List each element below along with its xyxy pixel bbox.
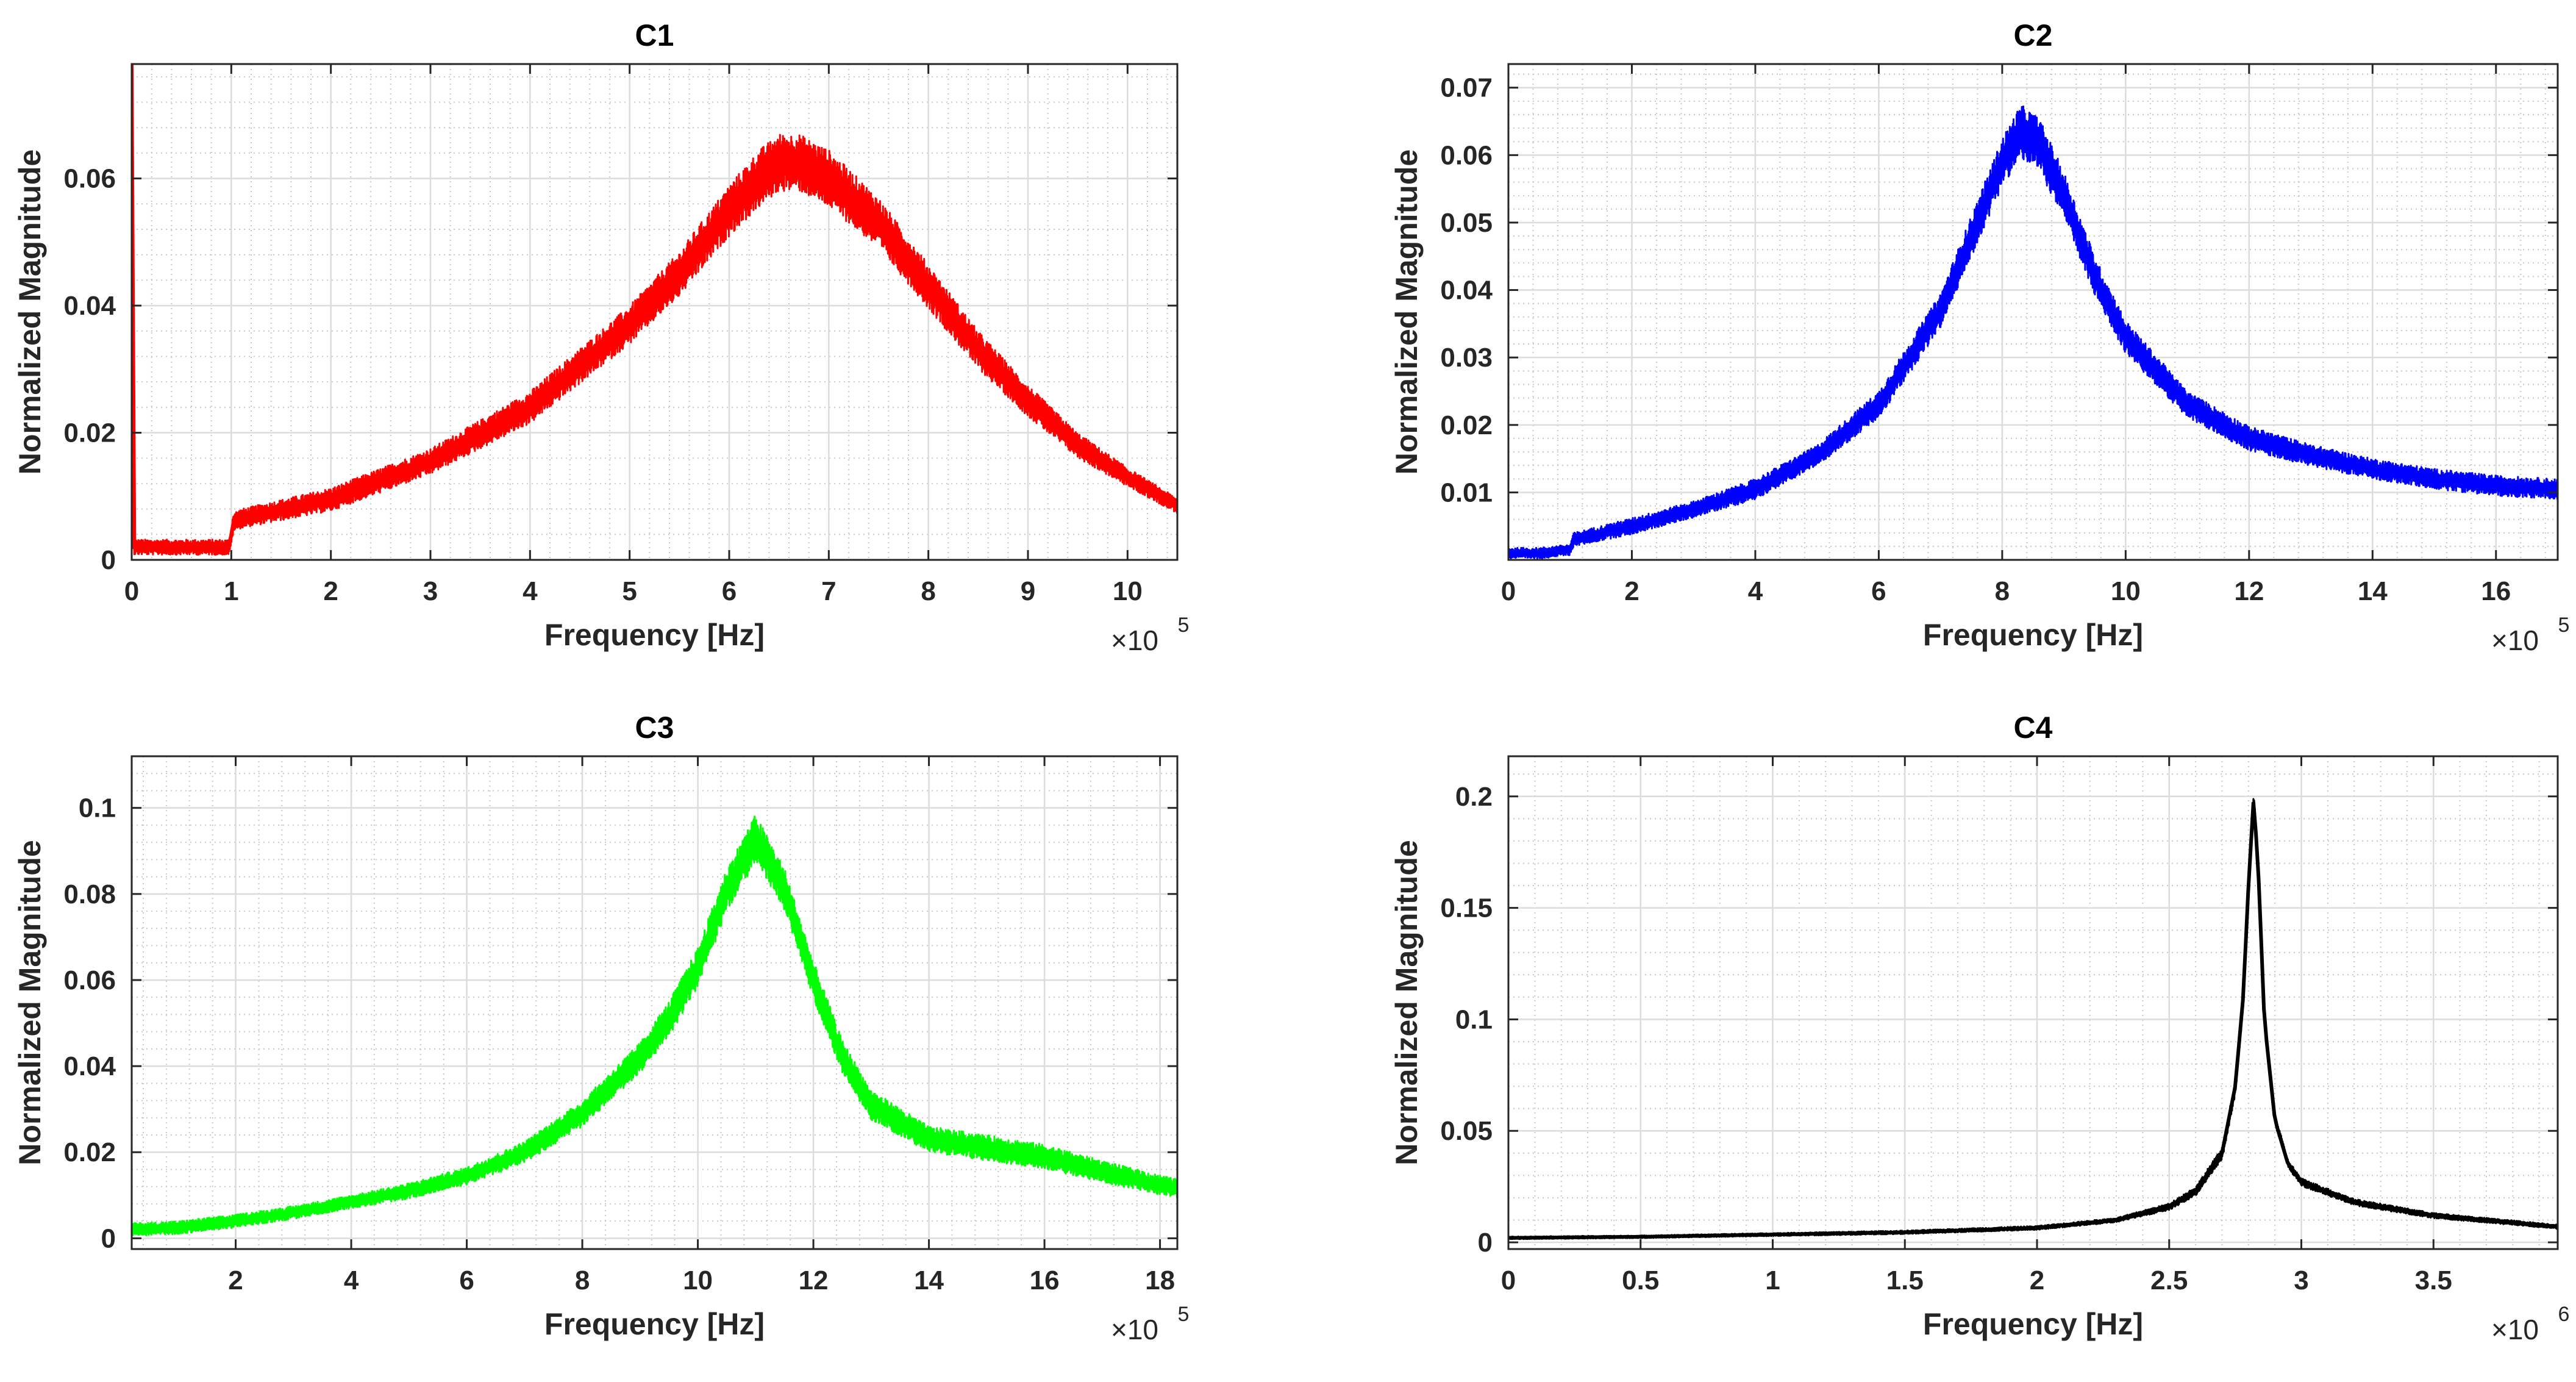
series-center-C2 bbox=[1508, 131, 2558, 555]
x-scale-base: ×10 bbox=[1111, 1314, 1158, 1345]
x-tick-label: 10 bbox=[2111, 576, 2141, 606]
series-line-C1 bbox=[132, 64, 1177, 556]
y-tick-label: 0.08 bbox=[63, 879, 116, 909]
x-tick-label: 0.5 bbox=[1622, 1266, 1659, 1295]
y-tick-label: 0.05 bbox=[1440, 208, 1493, 238]
y-tick-label: 0.1 bbox=[1455, 1004, 1493, 1034]
axes-box bbox=[1507, 63, 2559, 561]
y-tick-label: 0 bbox=[1478, 1228, 1493, 1258]
x-tick-label: 12 bbox=[2234, 576, 2264, 606]
x-scale-base: ×10 bbox=[2491, 625, 2539, 656]
x-tick-label: 5 bbox=[622, 576, 637, 606]
x-tick-label: 0 bbox=[124, 576, 139, 606]
x-scale-exponent: 5 bbox=[2558, 614, 2570, 637]
x-scale-exponent: 5 bbox=[1178, 614, 1190, 637]
x-axis-label: Frequency [Hz] bbox=[544, 1307, 765, 1341]
y-tick-label: 0.1 bbox=[79, 793, 116, 823]
series-center-C3 bbox=[132, 837, 1177, 1232]
x-tick-label: 4 bbox=[344, 1266, 359, 1295]
x-scale-exponent: 6 bbox=[2558, 1303, 2570, 1326]
x-tick-label: 6 bbox=[1871, 576, 1886, 606]
x-tick-label: 2 bbox=[1624, 576, 1639, 606]
y-tick-label: 0.02 bbox=[63, 1137, 116, 1167]
chart-title: C2 bbox=[2014, 18, 2053, 52]
y-axis-label: Normalized Magnitude bbox=[1390, 149, 1424, 474]
y-tick-label: 0.02 bbox=[1440, 410, 1493, 440]
series-center-C1 bbox=[132, 64, 1177, 550]
y-tick-label: 0.01 bbox=[1440, 478, 1493, 507]
y-tick-label: 0.03 bbox=[1440, 343, 1493, 373]
x-scale-base: ×10 bbox=[1111, 625, 1158, 656]
chart-panel-4: 0 0.5 1 1.5 2 2.5 3 3.5 0 0.05 0.1 0.15 0.2 C4 Frequen… bbox=[1390, 711, 2569, 1345]
x-tick-label: 9 bbox=[1021, 576, 1035, 606]
x-tick-label: 2 bbox=[2030, 1266, 2044, 1295]
y-axis-label: Normalized Magnitude bbox=[1390, 840, 1424, 1165]
y-tick-label: 0.04 bbox=[63, 291, 116, 321]
chart-panel-3: 2 4 6 8 10 12 14 16 18 0 0.02 0.04 0.06 0.08 0.1 C3 Freq… bbox=[13, 711, 1189, 1345]
x-tick-label: 7 bbox=[821, 576, 836, 606]
x-tick-label: 4 bbox=[1748, 576, 1763, 606]
x-tick-label: 8 bbox=[575, 1266, 590, 1295]
chart-panel-1: 0 1 2 3 4 5 6 7 8 9 10 0 0.02 0.04 0.06 C1 Frequency [Hz… bbox=[13, 18, 1189, 656]
x-tick-label: 8 bbox=[921, 576, 935, 606]
x-tick-label: 3 bbox=[423, 576, 438, 606]
plot-area bbox=[132, 756, 1177, 1249]
x-tick-label: 8 bbox=[1995, 576, 2010, 606]
x-tick-label: 3 bbox=[2294, 1266, 2308, 1295]
x-tick-label: 1 bbox=[224, 576, 238, 606]
x-tick-label: 14 bbox=[2358, 576, 2388, 606]
axes-box bbox=[130, 755, 1179, 1250]
x-tick-label: 16 bbox=[1030, 1266, 1060, 1295]
y-tick-label: 0.07 bbox=[1440, 73, 1493, 103]
y-tick-label: 0.04 bbox=[1440, 276, 1493, 306]
grid bbox=[130, 64, 1177, 561]
x-tick-label: 0 bbox=[1501, 576, 1516, 606]
x-tick-label: 6 bbox=[722, 576, 737, 606]
x-tick-label: 10 bbox=[1113, 576, 1143, 606]
x-tick-label: 3.5 bbox=[2415, 1266, 2452, 1295]
x-axis-label: Frequency [Hz] bbox=[544, 618, 765, 652]
x-scale-base: ×10 bbox=[2491, 1314, 2539, 1345]
y-tick-label: 0 bbox=[101, 545, 116, 575]
y-tick-label: 0 bbox=[101, 1223, 116, 1253]
chart-panel-2: 0 2 4 6 8 10 12 14 16 0.01 0.02 0.03 0.04 0.05 0.06 0.0… bbox=[1390, 18, 2569, 656]
chart-title: C3 bbox=[635, 711, 674, 745]
x-tick-label: 14 bbox=[914, 1266, 944, 1295]
x-tick-label: 2.5 bbox=[2150, 1266, 2188, 1295]
x-tick-label: 12 bbox=[799, 1266, 829, 1295]
y-tick-label: 0.2 bbox=[1455, 782, 1493, 812]
x-tick-label: 10 bbox=[683, 1266, 713, 1295]
x-scale-exponent: 5 bbox=[1178, 1303, 1190, 1326]
plot-area bbox=[1508, 756, 2558, 1249]
y-tick-label: 0.04 bbox=[63, 1051, 116, 1081]
axes-box bbox=[130, 63, 1179, 561]
x-tick-label: 16 bbox=[2481, 576, 2511, 606]
y-tick-label: 0.06 bbox=[63, 965, 116, 995]
series-center-C4 bbox=[1508, 802, 2558, 1240]
y-tick-label: 0.06 bbox=[1440, 140, 1493, 170]
x-tick-label: 1.5 bbox=[1886, 1266, 1924, 1295]
x-tick-label: 18 bbox=[1145, 1266, 1175, 1295]
x-tick-label: 4 bbox=[523, 576, 538, 606]
x-axis-label: Frequency [Hz] bbox=[1923, 618, 2143, 652]
x-tick-label: 2 bbox=[228, 1266, 243, 1295]
chart-title: C1 bbox=[635, 18, 674, 52]
y-tick-label: 0.15 bbox=[1440, 893, 1493, 923]
x-tick-label: 2 bbox=[323, 576, 338, 606]
y-tick-label: 0.02 bbox=[63, 418, 116, 448]
y-tick-label: 0.06 bbox=[63, 164, 116, 194]
y-axis-label: Normalized Magnitude bbox=[13, 840, 47, 1165]
x-tick-label: 6 bbox=[459, 1266, 474, 1295]
axes-box bbox=[1507, 755, 2559, 1250]
y-tick-label: 0.05 bbox=[1440, 1116, 1493, 1146]
chart-title: C4 bbox=[2014, 711, 2053, 745]
x-tick-label: 1 bbox=[1765, 1266, 1780, 1295]
x-tick-label: 0 bbox=[1501, 1266, 1516, 1295]
y-axis-label: Normalized Magnitude bbox=[13, 149, 47, 474]
x-axis-label: Frequency [Hz] bbox=[1923, 1307, 2143, 1341]
